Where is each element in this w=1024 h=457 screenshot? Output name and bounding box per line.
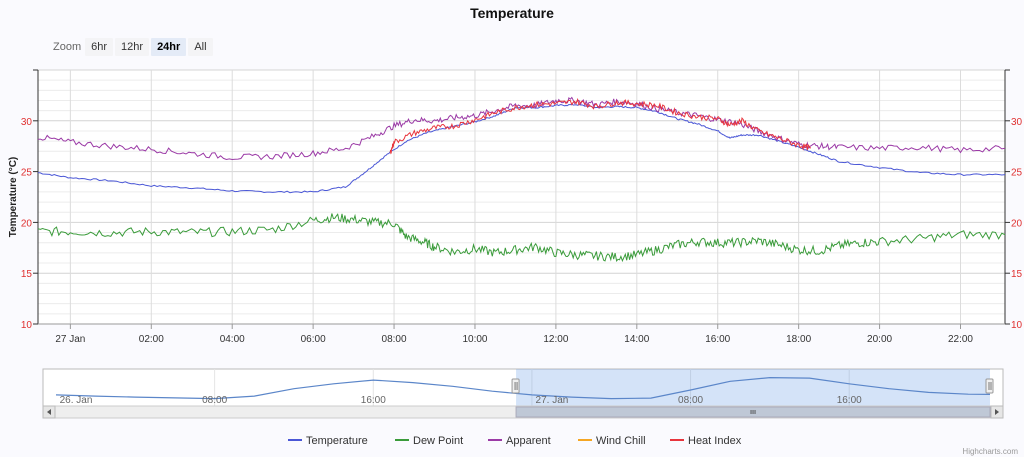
x-tick-label: 14:00: [624, 334, 649, 345]
y-tick-label-right: 10: [1011, 320, 1023, 331]
arrow-right-icon: [995, 409, 999, 415]
y-tick-label-left: 10: [21, 320, 33, 331]
navigator-label: 27. Jan: [536, 395, 569, 406]
plot-background: [38, 70, 1005, 324]
navigator-series-line: [55, 376, 991, 400]
x-tick-label: 12:00: [543, 334, 568, 345]
zoom-6hr-button[interactable]: 6hr: [85, 38, 114, 56]
navigator-label: 08:00: [202, 395, 227, 406]
navigator-label: 16:00: [361, 395, 386, 406]
navigator-panel: [42, 368, 1004, 407]
x-tick-label: 27 Jan: [55, 334, 85, 345]
zoom-24hr-button[interactable]: 24hr: [151, 38, 187, 56]
series-line-dew-point[interactable]: [37, 213, 1006, 263]
legend-item-heat-index[interactable]: Heat Index: [670, 435, 742, 447]
legend-item-dew-point[interactable]: Dew Point: [395, 435, 463, 447]
navigator-label: 16:00: [837, 395, 862, 406]
navigator-label: 08:00: [678, 395, 703, 406]
y-tick-label-left: 20: [21, 218, 33, 229]
y-tick-label-left: 30: [21, 117, 33, 128]
navigator-label: 26. Jan: [60, 395, 93, 406]
zoom-selector: Zoom 6hr 12hr 24hr All: [50, 38, 215, 56]
y-tick-label-right: 20: [1011, 218, 1023, 229]
x-tick-label: 16:00: [705, 334, 730, 345]
legend-label: Heat Index: [688, 435, 742, 447]
chart-title: Temperature: [470, 5, 554, 21]
x-tick-label: 22:00: [948, 334, 973, 345]
navigator-selected-range[interactable]: [516, 369, 990, 406]
y-tick-label-left: 15: [21, 269, 33, 280]
x-tick-label: 02:00: [139, 334, 164, 345]
y-tick-label-right: 15: [1011, 269, 1023, 280]
legend-label: Dew Point: [413, 435, 463, 447]
y-axis-title: Temperature (°C): [8, 157, 19, 238]
series-line-heat-index[interactable]: [389, 97, 812, 155]
arrow-left-icon: [47, 409, 51, 415]
series-line-apparent[interactable]: [37, 96, 1006, 161]
x-tick-label: 08:00: [382, 334, 407, 345]
legend-item-temperature[interactable]: Temperature: [288, 435, 368, 447]
zoom-all-button[interactable]: All: [188, 38, 213, 56]
x-tick-label: 06:00: [301, 334, 326, 345]
credit-text[interactable]: Highcharts.com: [962, 447, 1018, 456]
x-tick-label: 18:00: [786, 334, 811, 345]
zoom-12hr-button[interactable]: 12hr: [115, 38, 150, 56]
x-tick-label: 04:00: [220, 334, 245, 345]
zoom-label: Zoom: [53, 41, 82, 53]
legend-item-wind-chill[interactable]: Wind Chill: [578, 435, 646, 447]
y-tick-label-right: 30: [1011, 117, 1023, 128]
legend-item-apparent[interactable]: Apparent: [488, 435, 551, 447]
x-tick-label: 20:00: [867, 334, 892, 345]
legend-label: Apparent: [506, 435, 551, 447]
x-tick-label: 10:00: [462, 334, 487, 345]
legend-label: Wind Chill: [596, 435, 646, 447]
legend-label: Temperature: [306, 435, 368, 447]
y-tick-label-right: 25: [1011, 168, 1023, 179]
y-tick-label-left: 25: [21, 168, 33, 179]
